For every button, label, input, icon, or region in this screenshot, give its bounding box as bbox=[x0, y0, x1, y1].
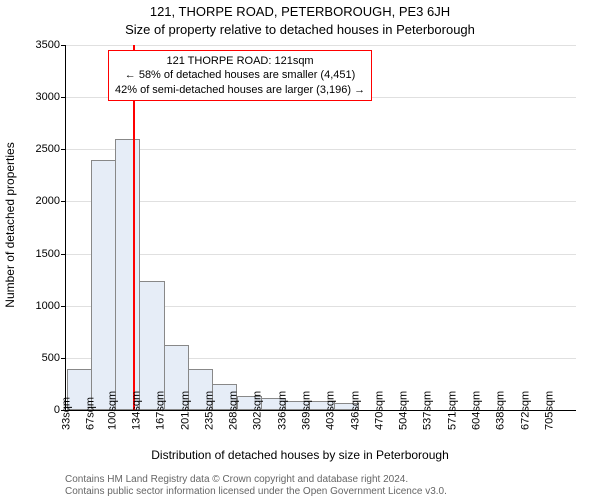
xtick-label: 67sqm bbox=[85, 397, 97, 430]
xtick-label: 604sqm bbox=[470, 391, 482, 430]
ytick-mark bbox=[61, 358, 66, 359]
x-axis-label: Distribution of detached houses by size … bbox=[0, 448, 600, 462]
ytick-mark bbox=[61, 97, 66, 98]
xtick-label: 268sqm bbox=[228, 391, 240, 430]
ytick-mark bbox=[61, 306, 66, 307]
xtick-label: 504sqm bbox=[398, 391, 410, 430]
xtick-label: 537sqm bbox=[422, 391, 434, 430]
xtick-label: 638sqm bbox=[495, 391, 507, 430]
histogram-bar bbox=[91, 160, 116, 410]
footnote-line1: Contains HM Land Registry data © Crown c… bbox=[65, 474, 447, 486]
xtick-label: 167sqm bbox=[155, 391, 167, 430]
ytick-label: 0 bbox=[30, 404, 60, 416]
ytick-label: 2000 bbox=[30, 195, 60, 207]
annotation-line2: ← 58% of detached houses are smaller (4,… bbox=[115, 68, 365, 82]
ytick-label: 3500 bbox=[30, 39, 60, 51]
ytick-mark bbox=[61, 254, 66, 255]
xtick-label: 134sqm bbox=[130, 391, 142, 430]
annotation-line1: 121 THORPE ROAD: 121sqm bbox=[115, 54, 365, 68]
annotation-box: 121 THORPE ROAD: 121sqm ← 58% of detache… bbox=[108, 50, 372, 101]
xtick-label: 302sqm bbox=[252, 391, 264, 430]
chart-title: 121, THORPE ROAD, PETERBOROUGH, PE3 6JH bbox=[0, 4, 600, 19]
xtick-label: 571sqm bbox=[446, 391, 458, 430]
xtick-label: 470sqm bbox=[373, 391, 385, 430]
xtick-label: 33sqm bbox=[61, 397, 73, 430]
xtick-label: 201sqm bbox=[179, 391, 191, 430]
xtick-label: 369sqm bbox=[300, 391, 312, 430]
gridline bbox=[66, 201, 576, 202]
histogram-bar bbox=[115, 139, 140, 410]
y-axis-label: Number of detached properties bbox=[3, 142, 17, 307]
xtick-label: 235sqm bbox=[203, 391, 215, 430]
annotation-line3: 42% of semi-detached houses are larger (… bbox=[115, 83, 365, 97]
xtick-label: 100sqm bbox=[106, 391, 118, 430]
gridline bbox=[66, 149, 576, 150]
ytick-label: 500 bbox=[30, 352, 60, 364]
ytick-label: 1000 bbox=[30, 300, 60, 312]
xtick-label: 436sqm bbox=[349, 391, 361, 430]
xtick-label: 705sqm bbox=[543, 391, 555, 430]
gridline bbox=[66, 45, 576, 46]
xtick-label: 672sqm bbox=[519, 391, 531, 430]
ytick-label: 3000 bbox=[30, 91, 60, 103]
ytick-mark bbox=[61, 201, 66, 202]
gridline bbox=[66, 254, 576, 255]
ytick-mark bbox=[61, 45, 66, 46]
xtick-label: 403sqm bbox=[325, 391, 337, 430]
xtick-label: 336sqm bbox=[276, 391, 288, 430]
ytick-mark bbox=[61, 149, 66, 150]
ytick-label: 2500 bbox=[30, 143, 60, 155]
footnote-line2: Contains public sector information licen… bbox=[65, 486, 447, 498]
chart-subtitle: Size of property relative to detached ho… bbox=[0, 22, 600, 37]
ytick-label: 1500 bbox=[30, 248, 60, 260]
footnote: Contains HM Land Registry data © Crown c… bbox=[65, 474, 447, 498]
